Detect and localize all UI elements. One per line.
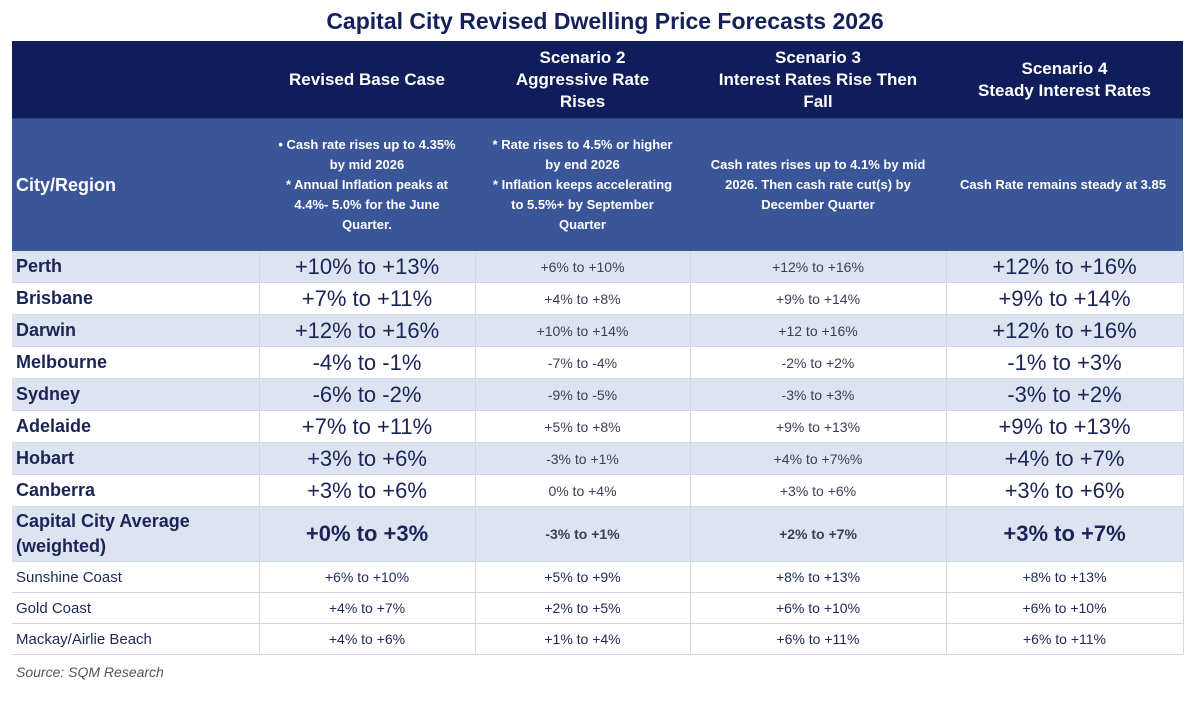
cell-scenario-2: 0% to +4% bbox=[475, 474, 691, 507]
city-name: Darwin bbox=[12, 314, 260, 347]
cell-scenario-4: +8% to +13% bbox=[946, 561, 1184, 593]
cell-base-case: -4% to -1% bbox=[259, 346, 476, 379]
table-row: Brisbane +7% to +11% +4% to +8% +9% to +14%… bbox=[12, 282, 1184, 315]
cell-scenario-4: -1% to +3% bbox=[946, 346, 1184, 379]
header-blank bbox=[12, 41, 259, 119]
cell-base-case: +12% to +16% bbox=[259, 314, 476, 347]
city-name: Canberra bbox=[12, 474, 260, 507]
cell-scenario-3: +9% to +13% bbox=[690, 410, 947, 443]
table-title: Capital City Revised Dwelling Price Fore… bbox=[326, 8, 884, 34]
desc-scenario-4: Cash Rate remains steady at 3.85 bbox=[946, 118, 1183, 251]
cell-scenario-3: +9% to +14% bbox=[690, 282, 947, 315]
table-row: Adelaide +7% to +11% +5% to +8% +9% to +13%… bbox=[12, 410, 1184, 443]
cell-scenario-4: +3% to +6% bbox=[946, 474, 1184, 507]
cell-scenario-3: +4% to +7%% bbox=[690, 442, 947, 475]
cell-scenario-2: -9% to -5% bbox=[475, 378, 691, 411]
cell-scenario-2: -7% to -4% bbox=[475, 346, 691, 379]
cell-scenario-2: +2% to +5% bbox=[475, 592, 691, 624]
cell-base-case: +3% to +6% bbox=[259, 474, 476, 507]
cell-base-case: +6% to +10% bbox=[259, 561, 476, 593]
table-row: Hobart +3% to +6% -3% to +1% +4% to +7%% +4%… bbox=[12, 442, 1184, 475]
cell-scenario-3: +6% to +10% bbox=[690, 592, 947, 624]
cell-scenario-4: +6% to +11% bbox=[946, 623, 1184, 655]
cell-scenario-2: +1% to +4% bbox=[475, 623, 691, 655]
cell-scenario-3: +8% to +13% bbox=[690, 561, 947, 593]
header-city-region: City/Region bbox=[12, 118, 259, 251]
city-name: Mackay/Airlie Beach bbox=[12, 623, 260, 655]
cell-scenario-4: +12% to +16% bbox=[946, 314, 1184, 347]
cell-scenario-2: -3% to +1% bbox=[475, 442, 691, 475]
city-name: Perth bbox=[12, 251, 260, 283]
cell-scenario-4: +6% to +10% bbox=[946, 592, 1184, 624]
cell-scenario-4: -3% to +2% bbox=[946, 378, 1184, 411]
cell-scenario-2: +4% to +8% bbox=[475, 282, 691, 315]
header-scenario-4: Scenario 4 Steady Interest Rates bbox=[946, 41, 1183, 119]
cell-scenario-2: +6% to +10% bbox=[475, 251, 691, 283]
cell-base-case: +3% to +6% bbox=[259, 442, 476, 475]
table-row: Sydney -6% to -2% -9% to -5% -3% to +3% -3% … bbox=[12, 378, 1184, 411]
city-name: Hobart bbox=[12, 442, 260, 475]
cell-scenario-2: +10% to +14% bbox=[475, 314, 691, 347]
cell-scenario-4: +9% to +13% bbox=[946, 410, 1184, 443]
table-row: Mackay/Airlie Beach +4% to +6% +1% to +4% +… bbox=[12, 623, 1184, 655]
table-row: Darwin +12% to +16% +10% to +14% +12 to +16… bbox=[12, 314, 1184, 347]
city-name: Adelaide bbox=[12, 410, 260, 443]
table-row: Melbourne -4% to -1% -7% to -4% -2% to +2% -… bbox=[12, 346, 1184, 379]
city-name: Brisbane bbox=[12, 282, 260, 315]
cell-scenario-3: +12% to +16% bbox=[690, 251, 947, 283]
cell-base-case: +4% to +6% bbox=[259, 623, 476, 655]
cell-scenario-2: -3% to +1% bbox=[475, 506, 691, 562]
cell-scenario-4: +3% to +7% bbox=[946, 506, 1184, 562]
table-row: Sunshine Coast +6% to +10% +5% to +9% +8% t… bbox=[12, 561, 1184, 593]
city-name: Sunshine Coast bbox=[12, 561, 260, 593]
table-row: Perth +10% to +13% +6% to +10% +12% to +16%… bbox=[12, 251, 1184, 283]
cell-scenario-4: +12% to +16% bbox=[946, 251, 1184, 283]
cell-base-case: +7% to +11% bbox=[259, 282, 476, 315]
city-name: Melbourne bbox=[12, 346, 260, 379]
cell-scenario-4: +9% to +14% bbox=[946, 282, 1184, 315]
header-scenario-3: Scenario 3 Interest Rates Rise Then Fall bbox=[690, 41, 946, 119]
cell-base-case: +7% to +11% bbox=[259, 410, 476, 443]
cell-base-case: +0% to +3% bbox=[259, 506, 476, 562]
city-name: Sydney bbox=[12, 378, 260, 411]
cell-base-case: -6% to -2% bbox=[259, 378, 476, 411]
header-base-case: Revised Base Case bbox=[259, 41, 475, 119]
header-row-descriptions: City/Region • Cash rate rises up to 4.35… bbox=[12, 118, 1183, 251]
table-row: Gold Coast +4% to +7% +2% to +5% +6% to +10… bbox=[12, 592, 1184, 624]
city-name: Capital City Average (weighted) bbox=[12, 506, 260, 562]
table-row: Canberra +3% to +6% 0% to +4% +3% to +6% +3%… bbox=[12, 474, 1184, 507]
cell-scenario-3: -3% to +3% bbox=[690, 378, 947, 411]
cell-scenario-2: +5% to +9% bbox=[475, 561, 691, 593]
desc-base-case: • Cash rate rises up to 4.35% by mid 202… bbox=[259, 118, 475, 251]
table-row: Capital City Average (weighted) +0% to +3… bbox=[12, 506, 1184, 562]
forecast-table: Revised Base Case Scenario 2 Aggressive … bbox=[12, 41, 1184, 655]
city-name: Gold Coast bbox=[12, 592, 260, 624]
source-note: Source: SQM Research bbox=[16, 664, 164, 680]
cell-base-case: +10% to +13% bbox=[259, 251, 476, 283]
cell-scenario-2: +5% to +8% bbox=[475, 410, 691, 443]
desc-scenario-3: Cash rates rises up to 4.1% by mid 2026.… bbox=[690, 118, 946, 251]
cell-scenario-3: -2% to +2% bbox=[690, 346, 947, 379]
desc-scenario-2: * Rate rises to 4.5% or higher by end 20… bbox=[475, 118, 690, 251]
header-row-scenarios: Revised Base Case Scenario 2 Aggressive … bbox=[12, 41, 1183, 119]
cell-base-case: +4% to +7% bbox=[259, 592, 476, 624]
cell-scenario-3: +6% to +11% bbox=[690, 623, 947, 655]
header-scenario-2: Scenario 2 Aggressive Rate Rises bbox=[475, 41, 690, 119]
cell-scenario-3: +12 to +16% bbox=[690, 314, 947, 347]
cell-scenario-4: +4% to +7% bbox=[946, 442, 1184, 475]
cell-scenario-3: +3% to +6% bbox=[690, 474, 947, 507]
cell-scenario-3: +2% to +7% bbox=[690, 506, 947, 562]
